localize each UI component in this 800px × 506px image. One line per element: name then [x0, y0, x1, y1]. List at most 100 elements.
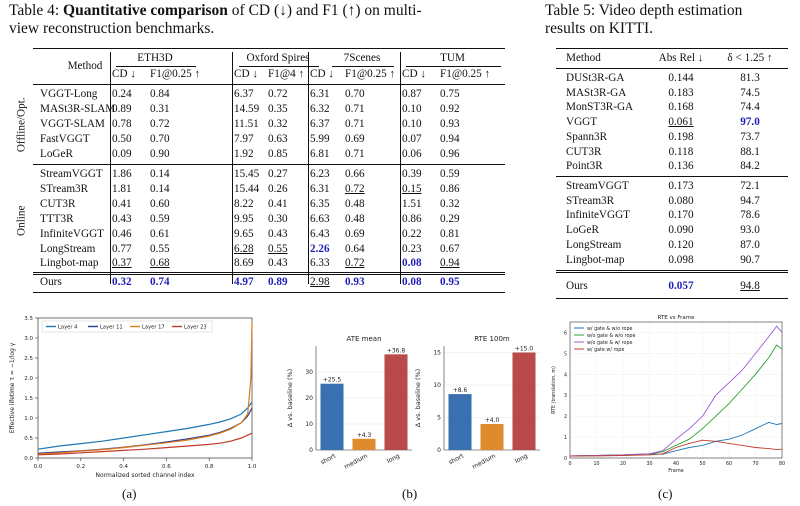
metric-value: 0.89: [112, 102, 132, 115]
bar-value-label: +4.3: [357, 432, 372, 439]
metric-value: 0.78: [112, 117, 132, 130]
plot-frame: [37, 317, 253, 459]
metric-header-f1: F1@0.25 ↑: [440, 68, 491, 80]
method-name: STream3R: [566, 194, 615, 207]
abs-rel-value: 0.090: [668, 224, 694, 237]
metric-value: 0.59: [150, 212, 170, 225]
metric-header-cd: CD ↓: [112, 68, 136, 80]
panel-label-b: (b): [402, 486, 418, 501]
method-name: LoGeR: [40, 147, 73, 160]
metric-value: 6.23: [310, 168, 330, 180]
metric-value: 0.71: [345, 117, 365, 130]
metric-value: 0.06: [402, 147, 422, 160]
table4-caption-rest-1: of CD (↓) and F1 (↑) on multi-: [227, 2, 422, 19]
delta-value-ours: 94.8: [740, 280, 760, 292]
x-tick-label: 40: [673, 461, 679, 467]
method-name: Lingbot-map: [40, 257, 99, 270]
abs-rel-value: 0.098: [668, 253, 694, 266]
table-vrule: [400, 52, 401, 284]
method-name: STream3R: [40, 182, 89, 195]
table-rule: [556, 176, 788, 177]
metric-value: 0.37: [112, 257, 132, 270]
metric-value: 0.41: [268, 197, 288, 210]
chart-ate-mean: ATE mean 0 10 20 30 Δ vs. baseline (%) +25.5 sh…: [286, 335, 412, 471]
metric-value-ours: 0.89: [268, 276, 288, 288]
column-header-delta: δ < 1.25 ↑: [727, 52, 773, 64]
abs-rel-value: 0.168: [668, 101, 694, 114]
table4-caption-prefix: Table 4:: [9, 2, 64, 19]
abs-rel-value: 0.080: [668, 194, 694, 207]
metric-value: 1.86: [112, 168, 132, 180]
metric-value: 0.32: [268, 117, 288, 130]
table5-caption-line1: Table 5: Video depth estimation: [545, 2, 743, 19]
dataset-header: TUM: [440, 52, 465, 64]
metric-value: 1.51: [402, 197, 422, 210]
delta-value: 72.1: [740, 180, 760, 192]
method-name-ours: Ours: [566, 280, 588, 292]
y-tick-label: 1: [564, 435, 567, 441]
method-name: InfiniteVGGT: [566, 209, 631, 222]
table-rule: [33, 274, 505, 275]
delta-value: 81.3: [740, 72, 760, 84]
metric-value: 0.67: [440, 242, 460, 255]
table-vrule: [232, 52, 233, 284]
metric-value: 0.23: [402, 242, 422, 255]
metric-value: 15.45: [234, 168, 260, 180]
metric-value: 0.32: [440, 197, 460, 210]
y-tick-label: 0: [437, 447, 441, 454]
x-tick-label: medium: [343, 453, 369, 471]
column-header-method: Method: [566, 52, 601, 64]
x-tick-label: medium: [471, 453, 497, 471]
metric-value: 0.94: [440, 132, 460, 145]
metric-value: 0.77: [112, 242, 132, 255]
table-rule: [556, 68, 788, 69]
y-tick-label: 30: [305, 369, 313, 376]
method-name: VGGT-Long: [40, 88, 98, 100]
y-tick-label: 2: [564, 414, 567, 420]
method-name: VGGT-SLAM: [40, 117, 105, 130]
delta-value: 90.7: [740, 253, 760, 266]
bar-value-label: +8.6: [453, 387, 468, 394]
method-name: TTT3R: [40, 212, 74, 225]
legend-label: Layer 11: [100, 325, 123, 331]
abs-rel-value: 0.136: [668, 160, 694, 173]
metric-value-ours: 2.98: [310, 276, 330, 288]
metric-value: 0.69: [345, 132, 365, 145]
metric-header-f1: F1@0.25 ↑: [150, 68, 201, 80]
bar-value-label: +36.8: [387, 347, 406, 354]
metric-value: 0.43: [268, 227, 288, 240]
metric-value: 5.99: [310, 132, 330, 145]
legend-label: Layer 17: [142, 325, 165, 331]
abs-rel-value: 0.173: [668, 180, 694, 192]
method-name: VGGT: [566, 116, 598, 129]
panel-label-c: (c): [658, 486, 673, 501]
y-tick-label: 1.5: [24, 396, 33, 402]
metric-header-cd: CD ↓: [402, 68, 426, 80]
method-name: DUSt3R-GA: [566, 72, 625, 84]
series-line: [569, 325, 783, 457]
table-vrule: [308, 52, 309, 284]
y-tick-label: 0: [309, 447, 313, 454]
metric-value: 0.59: [440, 168, 460, 180]
x-tick-label: 80: [779, 461, 785, 467]
metric-header-f1: F1@4 ↑: [268, 68, 305, 80]
y-tick-label: 10: [305, 421, 313, 428]
metric-value: 6.37: [234, 88, 254, 100]
bar-value-label: +25.5: [323, 377, 342, 384]
abs-rel-value-ours: 0.057: [668, 280, 694, 292]
metric-value: 6.32: [310, 102, 330, 115]
x-tick-label: 0.4: [119, 464, 128, 470]
metric-value: 0.75: [440, 88, 460, 100]
bar: [480, 424, 504, 450]
delta-value: 94.7: [740, 194, 760, 207]
metric-value: 0.50: [112, 132, 132, 145]
method-name: MASt3R-GA: [566, 86, 627, 99]
metric-header-cd: CD ↓: [234, 68, 258, 80]
table5-caption-line2: results on KITTI.: [545, 20, 654, 37]
table-rule: [33, 292, 505, 294]
metric-value: 0.43: [112, 212, 132, 225]
x-axis-label: Frame: [668, 468, 684, 474]
x-tick-label: 10: [593, 461, 599, 467]
bar-value-label: +15.0: [515, 346, 534, 353]
table4-caption-bold: Quantitative comparison: [63, 2, 228, 19]
